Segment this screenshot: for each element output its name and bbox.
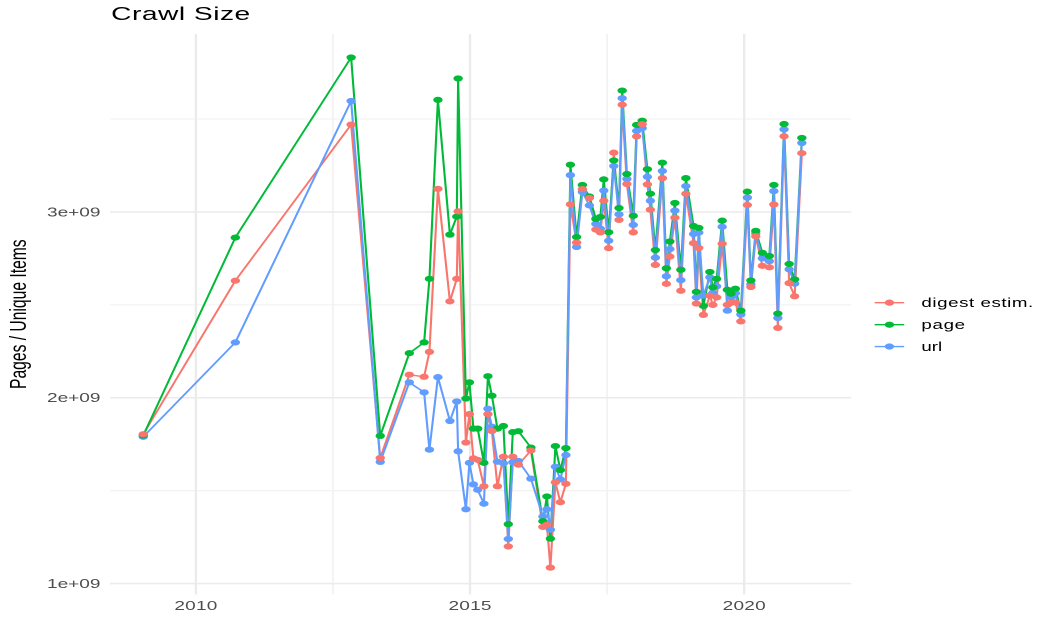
svg-text:page: page	[921, 319, 965, 332]
svg-text:2e+09: 2e+09	[47, 391, 100, 405]
svg-text:3e+09: 3e+09	[47, 205, 100, 219]
svg-text:2015: 2015	[448, 599, 491, 613]
svg-text:2020: 2020	[723, 599, 766, 613]
svg-text:digest estim.: digest estim.	[921, 297, 1033, 310]
svg-text:1e+09: 1e+09	[47, 577, 100, 591]
svg-text:Crawl Size: Crawl Size	[111, 4, 250, 25]
svg-text:url: url	[921, 341, 942, 354]
svg-text:2010: 2010	[174, 599, 217, 613]
svg-text:Pages / Unique Items: Pages / Unique Items	[6, 239, 32, 389]
